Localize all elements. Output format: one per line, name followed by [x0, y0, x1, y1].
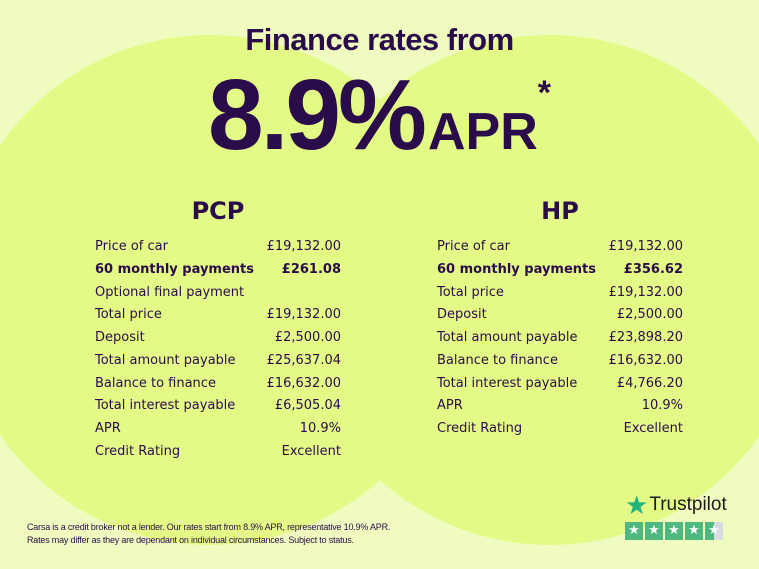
- row-value: £16,632.00: [608, 352, 683, 368]
- disclaimer: Carsa is a credit broker not a lender. O…: [27, 521, 390, 546]
- rate-value: 8.9%: [208, 59, 427, 171]
- table-row: Credit Rating Excellent: [437, 418, 683, 441]
- table-row: Total price £19,132.00: [437, 282, 683, 305]
- headline: Finance rates from: [245, 22, 514, 57]
- row-value: £4,766.20: [616, 375, 683, 391]
- row-label: Total price: [95, 307, 162, 323]
- row-label: Credit Rating: [437, 421, 523, 436]
- star-icon: ★: [625, 522, 643, 540]
- row-label: APR: [95, 421, 121, 436]
- rate-display: 8.9%APR*: [0, 60, 759, 170]
- table-row: Balance to finance £16,632.00: [437, 350, 683, 373]
- table-row: 60 monthly payments £261.08: [95, 259, 341, 282]
- star-icon: ★: [645, 522, 663, 540]
- row-value: £19,132.00: [608, 284, 683, 300]
- disclaimer-line: Carsa is a credit broker not a lender. O…: [27, 522, 391, 532]
- star-icon: ★: [625, 490, 649, 520]
- table-row: Total amount payable £25,637.04: [95, 350, 341, 373]
- row-label: Balance to finance: [95, 375, 216, 391]
- background-circle-right: [295, 35, 759, 545]
- row-label: APR: [437, 398, 463, 414]
- row-label: Price of car: [95, 239, 168, 254]
- table-row: Total price £19,132.00: [95, 304, 341, 327]
- hp-heading: HP: [541, 197, 579, 225]
- row-value: £25,637.04: [266, 352, 341, 368]
- table-row: Price of car £19,132.00: [437, 236, 683, 259]
- row-label: Credit Rating: [95, 443, 181, 459]
- table-row: Total interest payable £4,766.20: [437, 373, 683, 396]
- star-icon: ★: [685, 522, 703, 540]
- table-row: Total interest payable £6,505.04: [95, 395, 341, 418]
- table-row: APR 10.9%: [95, 418, 341, 441]
- row-value: £2,500.00: [616, 307, 683, 323]
- table-row: Total amount payable £23,898.20: [437, 327, 683, 350]
- table-row: Balance to finance £16,632.00: [95, 373, 341, 396]
- disclaimer-line: Rates may differ as they are dependant o…: [27, 534, 354, 545]
- row-value: £19,132.00: [266, 307, 341, 323]
- row-label: 60 monthly payments: [95, 261, 254, 277]
- row-label: Price of car: [437, 239, 510, 254]
- row-label: Deposit: [95, 330, 145, 345]
- trustpilot-badge: ★ Trustpilot ★ ★ ★ ★ ★: [625, 490, 727, 540]
- hp-rows: Price of car £19,132.00 60 monthly payment…: [437, 236, 683, 441]
- row-label: Total interest payable: [95, 398, 236, 414]
- row-label: Total interest payable: [437, 375, 578, 391]
- row-value: 10.9%: [641, 398, 683, 414]
- table-row: Optional final payment: [95, 282, 341, 305]
- row-value: 10.9%: [299, 421, 341, 436]
- row-value: £6,505.04: [274, 398, 341, 414]
- row-label: Total price: [437, 284, 504, 300]
- pcp-table: PCP Price of car £19,132.00 60 monthly pay…: [95, 196, 341, 464]
- pcp-rows: Price of car £19,132.00 60 monthly payment…: [95, 236, 341, 464]
- row-value: Excellent: [623, 421, 683, 436]
- star-icon: ★: [665, 522, 683, 540]
- trustpilot-brand: Trustpilot: [649, 494, 727, 515]
- row-value: £23,898.20: [608, 330, 683, 345]
- row-label: Total amount payable: [437, 330, 578, 345]
- row-label: 60 monthly payments: [437, 261, 596, 277]
- rate-suffix: APR: [427, 103, 538, 161]
- row-value: £356.62: [623, 261, 683, 277]
- row-label: Optional final payment: [95, 284, 245, 300]
- hp-table: HP Price of car £19,132.00 60 monthly paym…: [437, 196, 683, 441]
- table-row: APR 10.9%: [437, 395, 683, 418]
- table-row: Deposit £2,500.00: [437, 304, 683, 327]
- row-value: £16,632.00: [266, 375, 341, 391]
- row-value: £261.08: [281, 261, 341, 277]
- row-value: Excellent: [281, 443, 341, 459]
- table-row: Deposit £2,500.00: [95, 327, 341, 350]
- rating-stars: ★ ★ ★ ★ ★: [625, 522, 727, 540]
- row-label: Deposit: [437, 307, 487, 323]
- half-star-icon: ★: [705, 522, 723, 540]
- row-value: £19,132.00: [608, 239, 683, 254]
- row-label: Balance to finance: [437, 352, 558, 368]
- row-label: Total amount payable: [95, 352, 236, 368]
- pcp-heading: PCP: [191, 197, 245, 225]
- table-row: 60 monthly payments £356.62: [437, 259, 683, 282]
- row-value: £19,132.00: [266, 239, 341, 254]
- table-row: Price of car £19,132.00: [95, 236, 341, 259]
- asterisk: *: [537, 74, 551, 112]
- table-row: Credit Rating Excellent: [95, 441, 341, 464]
- row-value: £2,500.00: [274, 330, 341, 345]
